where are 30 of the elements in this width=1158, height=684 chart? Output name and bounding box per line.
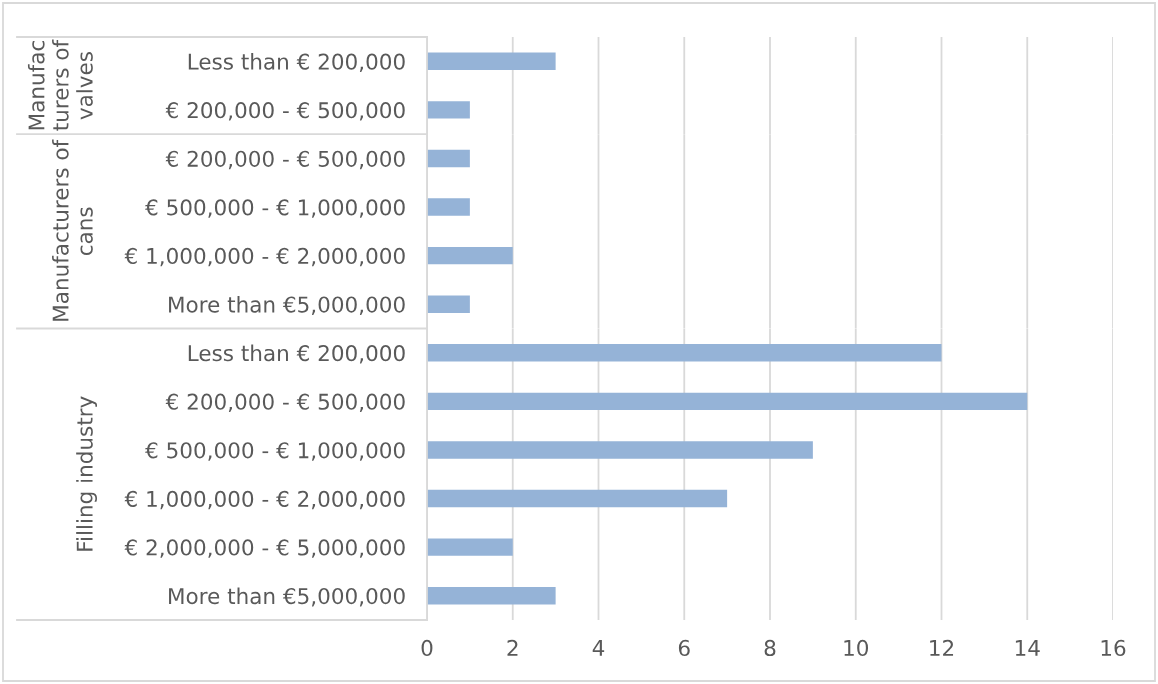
x-tick-label: 4 <box>592 640 605 656</box>
y-axis-title: Manufacturers of cans <box>52 139 93 321</box>
x-tick-label: 16 <box>1101 639 1126 657</box>
bar <box>427 489 728 508</box>
y-tick-label: More than €5,000,000 <box>169 296 405 315</box>
y-axis-title: Manufac turers of valves <box>27 39 93 131</box>
y-tick-label: € 1,000,000 - € 2,000,000 <box>124 247 405 267</box>
y-tick-label: € 2,000,000 - € 5,000,000 <box>124 539 405 558</box>
x-tick-label: 0 <box>421 639 433 657</box>
bar <box>427 441 813 459</box>
bar <box>427 538 513 556</box>
x-tick-label: 2 <box>507 639 518 656</box>
y-tick-label: € 200,000 - € 500,000 <box>165 102 405 121</box>
y-axis-title: Filling industry <box>76 396 97 551</box>
y-tick-label: € 200,000 - € 500,000 <box>165 393 405 413</box>
y-tick-label: € 500,000 - € 1,000,000 <box>145 442 405 461</box>
x-tick-label: 10 <box>844 639 869 657</box>
x-tick-label: 6 <box>678 639 690 657</box>
x-tick-label: 8 <box>764 639 776 657</box>
y-tick-label: Less than € 200,000 <box>188 53 405 72</box>
bar <box>427 392 1028 411</box>
bar <box>427 344 942 362</box>
x-tick-label: 12 <box>930 639 954 656</box>
bar <box>427 586 556 605</box>
y-tick-label: € 500,000 - € 1,000,000 <box>145 199 405 218</box>
y-tick-label: € 1,000,000 - € 2,000,000 <box>124 490 405 510</box>
y-tick-label: Less than € 200,000 <box>188 344 405 364</box>
y-tick-label: More than €5,000,000 <box>169 587 405 607</box>
y-tick-label: € 200,000 - € 500,000 <box>165 150 405 170</box>
x-tick-label: 14 <box>1015 640 1040 656</box>
